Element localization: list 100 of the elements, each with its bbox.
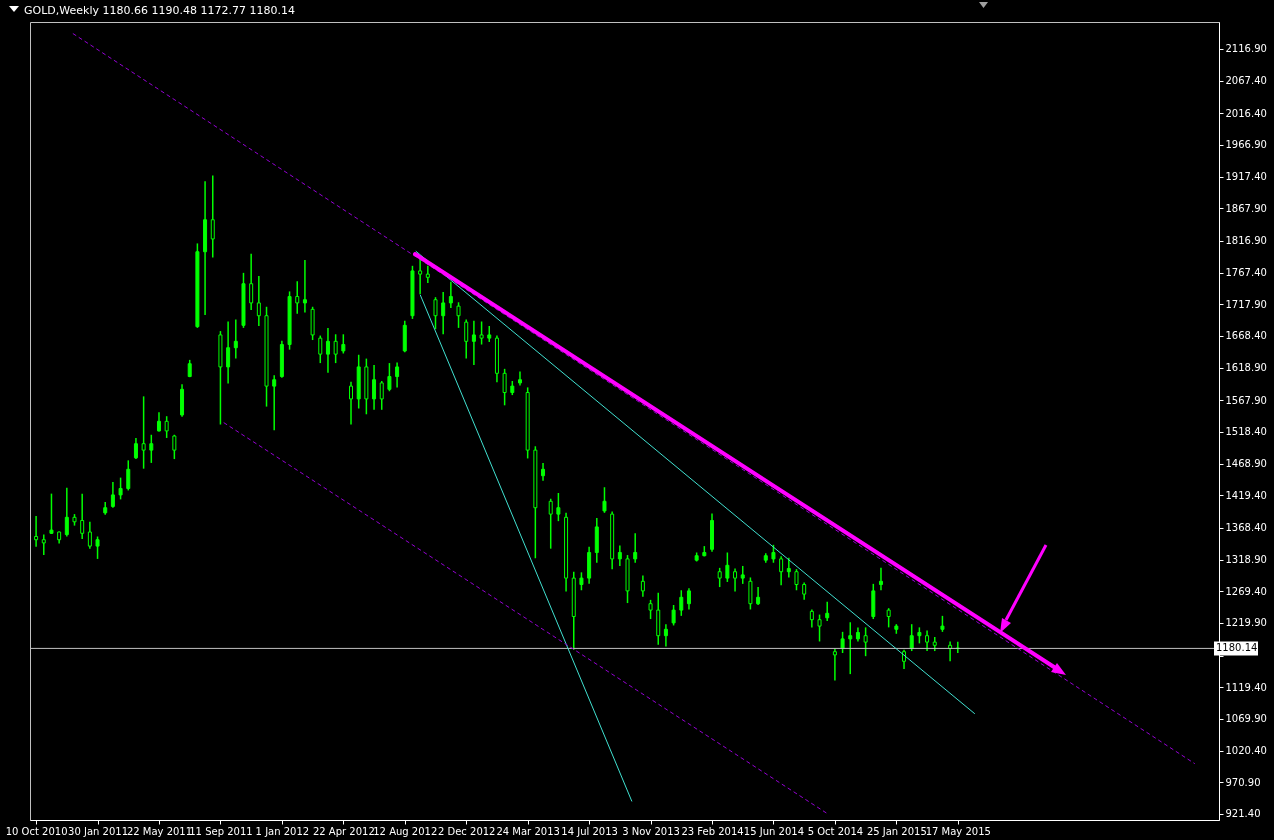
y-tick-label: 1668.40 [1225,330,1267,342]
candlestick [663,623,668,648]
y-tick-label: 1518.40 [1225,426,1267,438]
candlestick [256,275,261,327]
x-tick-label: 2 Dec 2012 [437,825,496,837]
x-tick-label: 23 Feb 2014 [681,825,744,837]
candlestick [395,361,400,389]
y-tick-label: 1269.40 [1225,585,1267,597]
candlestick [372,364,377,411]
y-tick-label: 1816.90 [1225,235,1267,247]
x-tick-label: 15 Jun 2014 [743,825,805,837]
candlestick [433,296,438,330]
candlestick [878,567,883,592]
candlestick [456,301,461,329]
candlestick [748,576,753,611]
y-tick-label: 921.40 [1225,808,1261,820]
candlestick [786,556,791,579]
candlestick [172,434,177,460]
candlestick [295,280,300,315]
y-tick-label: 1020.40 [1225,745,1267,757]
candlestick [448,281,453,309]
y-tick-label: 1767.40 [1225,267,1267,279]
candlestick [725,551,730,583]
candlestick [87,521,92,550]
candlestick [425,265,430,284]
candlestick [126,459,131,492]
candlestick [141,395,146,470]
candlestick [863,626,868,657]
candlestick [41,533,46,556]
candlestick [479,320,484,346]
candlestick [825,601,830,622]
x-tick-label: 22 Apr 2012 [312,825,375,837]
candlestick [909,623,914,652]
candlestick [210,174,215,259]
x-tick-label: 24 Mar 2013 [496,825,560,837]
x-tick-label: 17 May 2015 [925,825,991,837]
y-tick-label: 1966.90 [1225,139,1267,151]
candlestick [848,621,853,675]
y-tick-label: 1219.90 [1225,617,1267,629]
candlestick [34,515,39,548]
y-tick-label: 1318.90 [1225,554,1267,566]
x-tick-label: 5 Oct 2014 [807,825,864,837]
candlestick [118,476,123,501]
candlestick [817,613,822,643]
candlestick [464,318,469,360]
y-tick-label: 1917.40 [1225,171,1267,183]
candlestick [387,362,392,392]
y-tick-label: 1069.90 [1225,713,1267,725]
y-tick-label: 1867.90 [1225,202,1267,214]
y-tick-label: 970.90 [1225,776,1261,788]
y-tick-label: 2116.90 [1225,43,1267,55]
candlestick [233,318,238,360]
candlestick [272,374,277,432]
y-tick-label: 1368.40 [1225,522,1267,534]
candlestick [318,334,323,364]
candlestick [717,567,722,588]
x-tick-label: 12 Aug 2012 [373,825,438,837]
ref-line-label: 1180.14 [1216,642,1258,654]
candlestick [548,498,553,550]
y-tick-label: 1468.90 [1225,458,1267,470]
candlestick [840,631,845,654]
x-tick-label: 14 Jul 2013 [561,825,618,837]
x-tick-label: 1 Jan 2012 [255,825,310,837]
x-tick-label: 3 Nov 2013 [622,825,680,837]
x-tick-label: 11 Sep 2011 [189,825,253,837]
candlestick [633,532,638,564]
candlestick [794,568,799,592]
candlestick [925,629,930,652]
candlestick [648,599,653,620]
candlestick [133,437,138,460]
y-tick-label: 2067.40 [1225,75,1267,87]
candlestick [418,258,423,295]
candlestick [441,291,446,336]
candlestick [640,574,645,598]
y-tick-label: 1419.40 [1225,489,1267,501]
y-tick-label: 1119.40 [1225,681,1267,693]
candlestick [733,567,738,593]
candlestick [832,647,837,682]
candlestick [341,333,346,355]
candlestick [886,607,891,629]
candlestick [679,589,684,617]
x-tick-label: 10 Oct 2010 [5,825,68,837]
candlestick [49,492,54,535]
candlestick [110,481,115,509]
candlestick [779,555,784,586]
candlestick [686,587,691,611]
y-tick-label: 1567.90 [1225,394,1267,406]
candlestick [471,320,476,366]
candlestick [64,487,69,538]
y-tick-label: 1618.90 [1225,362,1267,374]
candlestick [302,259,307,314]
candlestick [156,411,161,433]
candlestick [349,380,354,426]
candlestick [333,333,338,364]
candlestick [671,604,676,627]
candlestick [325,327,330,374]
candlestick [95,535,100,560]
candlestick [149,434,154,464]
chart-title: GOLD,Weekly 1180.66 1190.48 1172.77 1180.14 [24,4,295,17]
y-tick-label: 1717.90 [1225,298,1267,310]
